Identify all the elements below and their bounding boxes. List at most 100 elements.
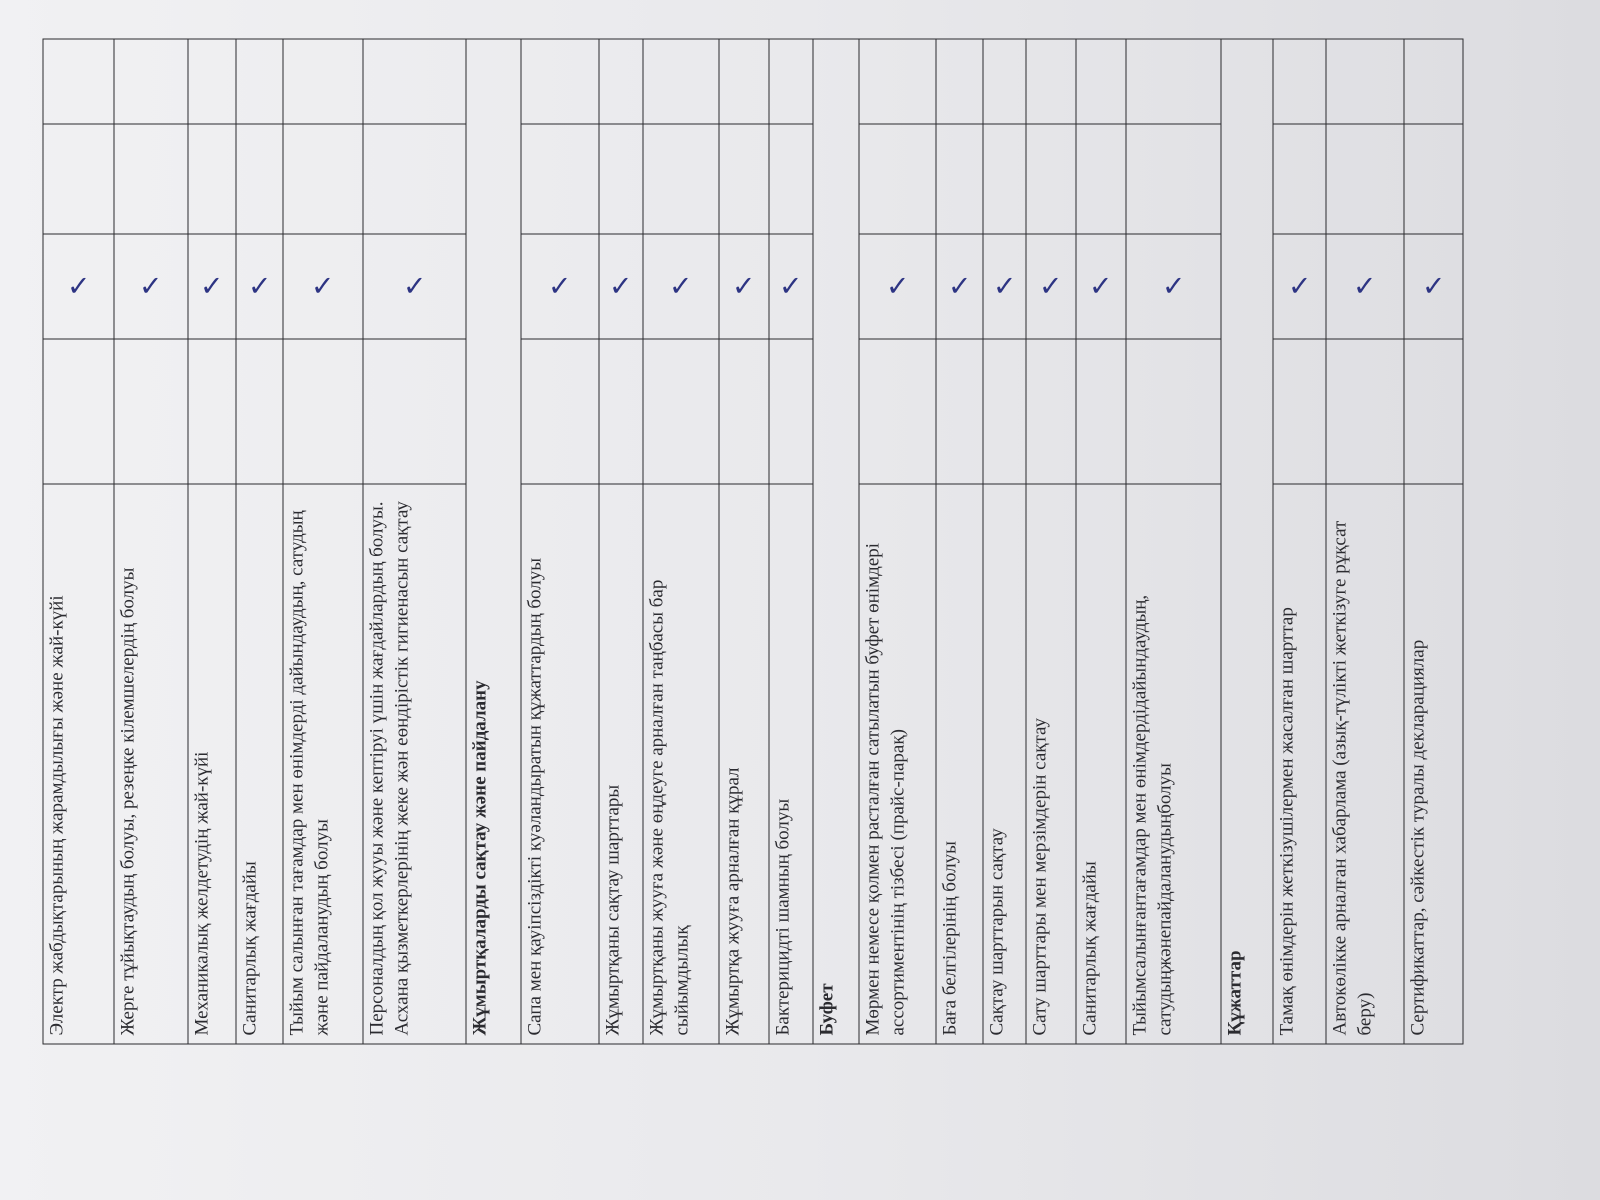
check-mark-icon: ✓ bbox=[548, 269, 572, 303]
section-heading: Құжаттар bbox=[1221, 39, 1273, 1044]
empty-cell bbox=[983, 339, 1026, 484]
criterion-text: Жерге тұйықтаудың болуы, резеңке кілемше… bbox=[114, 484, 188, 1044]
criterion-text: Электр жабдықтарының жарамдылығы және жа… bbox=[43, 484, 114, 1044]
check-cell: ✓ bbox=[521, 234, 599, 339]
empty-cell bbox=[363, 124, 466, 234]
check-cell: ✓ bbox=[859, 234, 936, 339]
empty-cell bbox=[114, 39, 188, 124]
check-cell: ✓ bbox=[236, 234, 283, 339]
empty-cell bbox=[114, 339, 188, 484]
criterion-text: Сақтау шарттарын сақтау bbox=[983, 484, 1026, 1044]
criterion-text: Жұмыртқаны жууға және өңдеуге арналған т… bbox=[643, 484, 719, 1044]
empty-cell bbox=[1126, 124, 1221, 234]
table-row: Сапа мен қауіпсіздікті куәландыратын құж… bbox=[521, 39, 599, 1044]
empty-cell bbox=[859, 39, 936, 124]
criterion-text: Автокөлікке арналған хабарлама (азық-түл… bbox=[1326, 484, 1404, 1044]
check-mark-icon: ✓ bbox=[66, 269, 91, 303]
check-mark-icon: ✓ bbox=[992, 269, 1017, 303]
check-mark-icon: ✓ bbox=[609, 269, 633, 303]
check-cell: ✓ bbox=[188, 234, 236, 339]
check-cell: ✓ bbox=[1026, 234, 1076, 339]
table-row: Бактерицидті шамның болуы ✓ bbox=[769, 39, 813, 1044]
table-row: Сертификаттар, сәйкестік туралы декларац… bbox=[1404, 39, 1463, 1044]
empty-cell bbox=[859, 339, 936, 484]
empty-cell bbox=[43, 339, 114, 484]
criterion-text: Жұмыртқаны сақтау шарттары bbox=[599, 484, 643, 1044]
empty-cell bbox=[769, 39, 813, 124]
check-mark-icon: ✓ bbox=[732, 269, 756, 303]
check-cell: ✓ bbox=[1326, 234, 1404, 339]
check-mark-icon: ✓ bbox=[311, 269, 335, 303]
empty-cell bbox=[1126, 339, 1221, 484]
section-heading: Жұмыртқаларды сақтау және пайдалану bbox=[466, 39, 521, 1044]
check-cell: ✓ bbox=[1273, 234, 1326, 339]
check-mark-icon: ✓ bbox=[1353, 269, 1377, 303]
empty-cell bbox=[769, 124, 813, 234]
check-mark-icon: ✓ bbox=[139, 269, 163, 303]
empty-cell bbox=[188, 39, 236, 124]
empty-cell bbox=[236, 39, 283, 124]
table-row: Баға белгілерінің болуы ✓ bbox=[936, 39, 983, 1044]
empty-cell bbox=[1404, 339, 1463, 484]
check-cell: ✓ bbox=[769, 234, 813, 339]
empty-cell bbox=[719, 339, 769, 484]
empty-cell bbox=[1273, 124, 1326, 234]
empty-cell bbox=[521, 339, 599, 484]
empty-cell bbox=[936, 339, 983, 484]
table-row: Мөрмен немесе қолмен расталған сатылатын… bbox=[859, 39, 936, 1044]
check-mark-icon: ✓ bbox=[402, 269, 427, 303]
empty-cell bbox=[43, 39, 114, 124]
check-cell: ✓ bbox=[114, 234, 188, 339]
empty-cell bbox=[363, 339, 466, 484]
criterion-text: Сату шарттары мен мерзімдерін сақтау bbox=[1026, 484, 1076, 1044]
empty-cell bbox=[983, 39, 1026, 124]
table-row: Механикалық желдетудің жай-күйі ✓ bbox=[188, 39, 236, 1044]
criterion-text: Мөрмен немесе қолмен расталған сатылатын… bbox=[859, 484, 936, 1044]
empty-cell bbox=[521, 39, 599, 124]
criterion-text: Тыйымсалынғантағамдар мен өнімдердідайын… bbox=[1126, 484, 1221, 1044]
criterion-text: Механикалық желдетудің жай-күйі bbox=[188, 484, 236, 1044]
empty-cell bbox=[719, 39, 769, 124]
empty-cell bbox=[936, 39, 983, 124]
table-row: Тыйымсалынғантағамдар мен өнімдердідайын… bbox=[1126, 39, 1221, 1044]
empty-cell bbox=[983, 124, 1026, 234]
criterion-text: Сертификаттар, сәйкестік туралы декларац… bbox=[1404, 484, 1463, 1044]
check-cell: ✓ bbox=[1076, 234, 1126, 339]
table-row: Тыйым салынған тағамдар мен өнімдерді да… bbox=[283, 39, 363, 1044]
empty-cell bbox=[936, 124, 983, 234]
criterion-text: Тамақ өнімдерін жеткізушілермен жасалған… bbox=[1273, 484, 1326, 1044]
empty-cell bbox=[283, 339, 363, 484]
table-row: Тамақ өнімдерін жеткізушілермен жасалған… bbox=[1273, 39, 1326, 1044]
empty-cell bbox=[1076, 339, 1126, 484]
check-mark-icon: ✓ bbox=[247, 269, 272, 303]
empty-cell bbox=[1273, 339, 1326, 484]
empty-cell bbox=[643, 124, 719, 234]
table-row: Сақтау шарттарын сақтау ✓ bbox=[983, 39, 1026, 1044]
empty-cell bbox=[1404, 39, 1463, 124]
check-mark-icon: ✓ bbox=[1287, 269, 1312, 303]
empty-cell bbox=[1326, 39, 1404, 124]
document-sheet: Электр жабдықтарының жарамдылығы және жа… bbox=[43, 39, 1463, 1045]
table-row: Жұмыртқаны жууға және өңдеуге арналған т… bbox=[643, 39, 719, 1044]
table-row: Жерге тұйықтаудың болуы, резеңке кілемше… bbox=[114, 39, 188, 1044]
check-mark-icon: ✓ bbox=[1039, 269, 1063, 303]
table-row: Персоналдың қол жууы және кептіруі үшін … bbox=[363, 39, 466, 1044]
criterion-text: Бактерицидті шамның болуы bbox=[769, 484, 813, 1044]
empty-cell bbox=[43, 124, 114, 234]
criterion-text: Тыйым салынған тағамдар мен өнімдерді да… bbox=[283, 484, 363, 1044]
empty-cell bbox=[719, 124, 769, 234]
check-mark-icon: ✓ bbox=[200, 269, 224, 303]
empty-cell bbox=[236, 124, 283, 234]
table-row: Санитарлық жағдайы ✓ bbox=[236, 39, 283, 1044]
empty-cell bbox=[188, 339, 236, 484]
table-row: Электр жабдықтарының жарамдылығы және жа… bbox=[43, 39, 114, 1044]
check-cell: ✓ bbox=[643, 234, 719, 339]
table-row: Санитарлық жағдайы ✓ bbox=[1076, 39, 1126, 1044]
check-cell: ✓ bbox=[599, 234, 643, 339]
table-row: Сату шарттары мен мерзімдерін сақтау ✓ bbox=[1026, 39, 1076, 1044]
check-mark-icon: ✓ bbox=[1421, 269, 1446, 303]
empty-cell bbox=[114, 124, 188, 234]
empty-cell bbox=[859, 124, 936, 234]
section-heading: Буфет bbox=[813, 39, 859, 1044]
empty-cell bbox=[1273, 39, 1326, 124]
